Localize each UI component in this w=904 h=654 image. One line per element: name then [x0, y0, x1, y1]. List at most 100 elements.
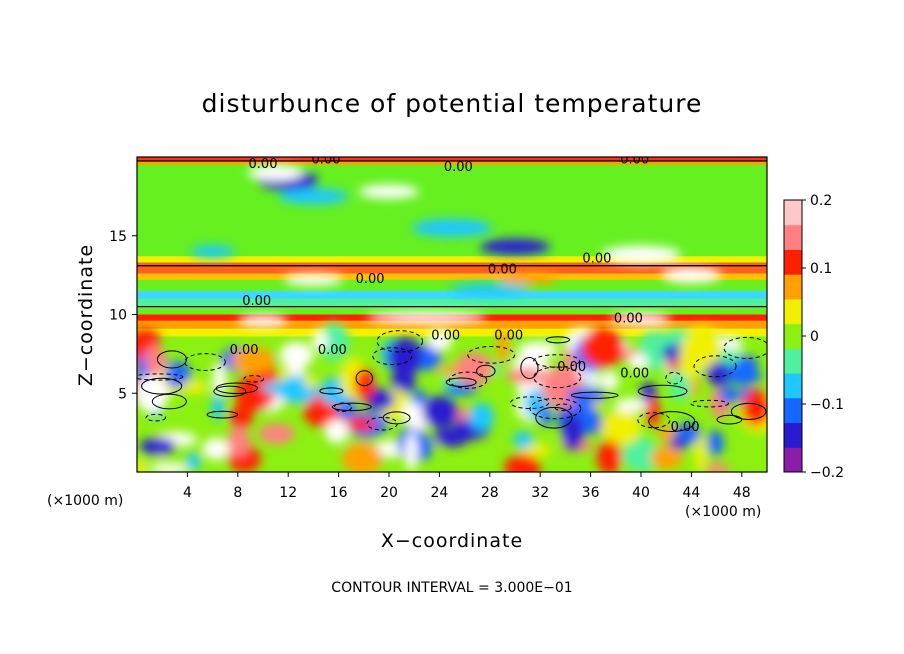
contour-label: 0.00 — [249, 157, 278, 172]
x-tick-label: 44 — [682, 485, 700, 501]
contour-line — [156, 350, 187, 369]
field-blob — [227, 426, 251, 458]
contour-label: 0.00 — [557, 360, 586, 375]
field-blob — [238, 314, 288, 327]
field-blob — [317, 322, 350, 361]
field-blob — [412, 218, 492, 237]
contour-line — [319, 387, 344, 395]
contour-line — [520, 356, 539, 379]
contour-line — [533, 366, 582, 389]
field-band — [137, 328, 767, 337]
field-blob — [149, 462, 190, 472]
field-blob — [614, 398, 649, 413]
field-blob — [581, 328, 625, 368]
field-blob — [596, 440, 622, 472]
contour-line — [554, 403, 572, 412]
field-blob — [181, 380, 208, 394]
field-blob — [278, 188, 349, 205]
colorbar-cell — [784, 274, 802, 300]
field-blob — [231, 346, 276, 375]
contour-line — [535, 406, 573, 429]
contour-label: 0.00 — [614, 311, 643, 326]
colorbar-cell — [784, 224, 802, 250]
contour-line — [723, 336, 767, 360]
field-blob — [137, 375, 168, 413]
field-blob — [145, 344, 165, 376]
field-blobs — [137, 164, 767, 472]
colorbar-cell — [784, 249, 802, 275]
field-blob — [137, 459, 148, 472]
y-axis-label: Z−coordinate — [75, 244, 97, 386]
contour-lines — [137, 160, 767, 433]
field-blob — [433, 427, 471, 447]
colorbar-cell — [784, 447, 802, 473]
x-axis: 4 8 12 16 20 24 28 32 36 40 44 48 — [183, 472, 751, 501]
x-tick-label: 40 — [632, 485, 650, 501]
contour-label: 0.00 — [356, 272, 385, 287]
contour-label: 0.00 — [488, 263, 517, 278]
field-blob — [342, 442, 383, 472]
field-blob — [468, 402, 494, 431]
y-tick-label: 15 — [109, 229, 127, 245]
field-band — [137, 320, 767, 329]
colorbar-cell — [784, 397, 802, 424]
colorbar: 0.2 0.1 0 −0.1 −0.2 — [783, 193, 844, 481]
x-tick-label: 4 — [183, 485, 192, 501]
x-unit-left: (×1000 m) — [47, 493, 123, 509]
contour-line — [184, 353, 226, 371]
colorbar-tick-label: 0.1 — [810, 261, 832, 277]
field-blob — [304, 374, 317, 389]
y-axis: 5 10 15 — [109, 229, 137, 402]
contour-line — [665, 371, 683, 385]
contour-line — [448, 371, 488, 389]
contour-label: 0.00 — [444, 160, 473, 175]
contour-label: 0.00 — [242, 294, 271, 309]
field-band — [137, 273, 767, 280]
field-blob — [679, 338, 703, 380]
field-blob — [707, 430, 724, 457]
contour-label: 0.00 — [431, 329, 460, 344]
field-blob — [600, 371, 619, 391]
field-band — [137, 256, 767, 263]
colorbar-cell — [784, 422, 802, 448]
field-blob — [190, 245, 235, 258]
contour-line — [141, 377, 183, 395]
contour-line — [533, 354, 581, 368]
contour-line — [137, 373, 184, 381]
field-blob — [719, 348, 741, 365]
colorbar-cell — [784, 298, 802, 325]
x-axis-label: X−coordinate — [381, 530, 523, 552]
contour-label: 0.00 — [582, 252, 611, 267]
field-blob — [600, 410, 642, 446]
contour-line — [382, 411, 411, 425]
x-tick-label: 48 — [733, 485, 751, 501]
field-blob — [506, 368, 547, 384]
field-blob — [411, 389, 427, 406]
colorbar-tick-label: −0.1 — [810, 397, 844, 413]
colorbar-tick-label: 0.2 — [810, 193, 832, 209]
field-blob — [566, 387, 607, 404]
field-blob — [202, 437, 230, 460]
field-blob — [427, 330, 453, 351]
field-blob — [366, 311, 487, 324]
field-band — [137, 298, 767, 309]
field-blob — [694, 433, 707, 472]
contour-line — [151, 393, 187, 410]
x-tick-label: 24 — [430, 485, 448, 501]
field-blob — [185, 452, 202, 470]
field-blob — [261, 382, 288, 393]
colorbar-tick-label: 0 — [810, 329, 819, 345]
colorbar-cell — [784, 323, 802, 349]
field-blob — [279, 342, 314, 368]
colorbar-cell — [784, 200, 802, 226]
contour-label: 0.00 — [312, 152, 341, 167]
field-blob — [312, 330, 328, 351]
contour-line — [730, 402, 767, 420]
field-blob — [611, 313, 671, 326]
field-blob — [561, 413, 584, 451]
contour-line — [510, 396, 550, 409]
field-blob — [139, 437, 176, 456]
y-tick-label: 10 — [109, 308, 127, 324]
contour-line — [372, 347, 413, 366]
colorbar-cell — [784, 348, 802, 374]
